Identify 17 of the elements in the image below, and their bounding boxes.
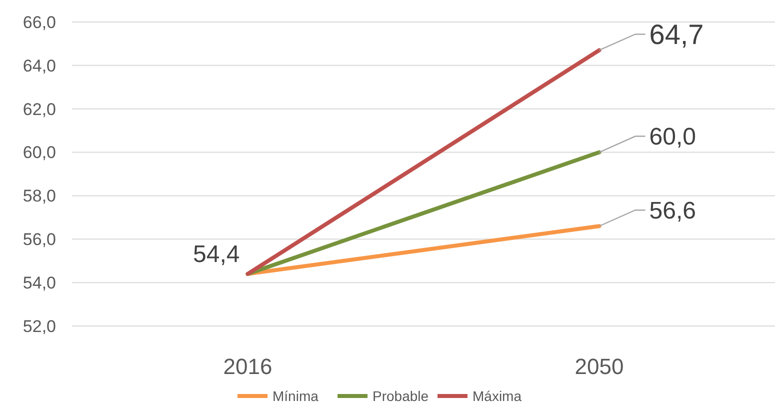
y-tick-label: 58,0 [22,186,56,206]
data-label: 64,7 [649,19,704,50]
legend-label: Máxima [472,388,522,404]
y-tick-label: 66,0 [22,12,56,32]
y-tick-label: 56,0 [22,230,56,250]
y-tick-label: 52,0 [22,316,56,336]
legend-label: Probable [372,388,429,404]
y-tick-label: 62,0 [22,100,56,119]
data-label: 56,6 [649,198,696,225]
data-label: 54,4 [193,240,240,268]
y-tick-label: 54,0 [22,274,56,293]
y-tick-label: 60,0 [22,143,56,162]
x-tick-label: 2050 [574,354,624,379]
y-tick-label: 64,0 [22,56,56,76]
legend-label: Mínima [272,388,319,404]
data-label: 60,0 [649,124,696,151]
x-tick-label: 2016 [223,354,272,379]
